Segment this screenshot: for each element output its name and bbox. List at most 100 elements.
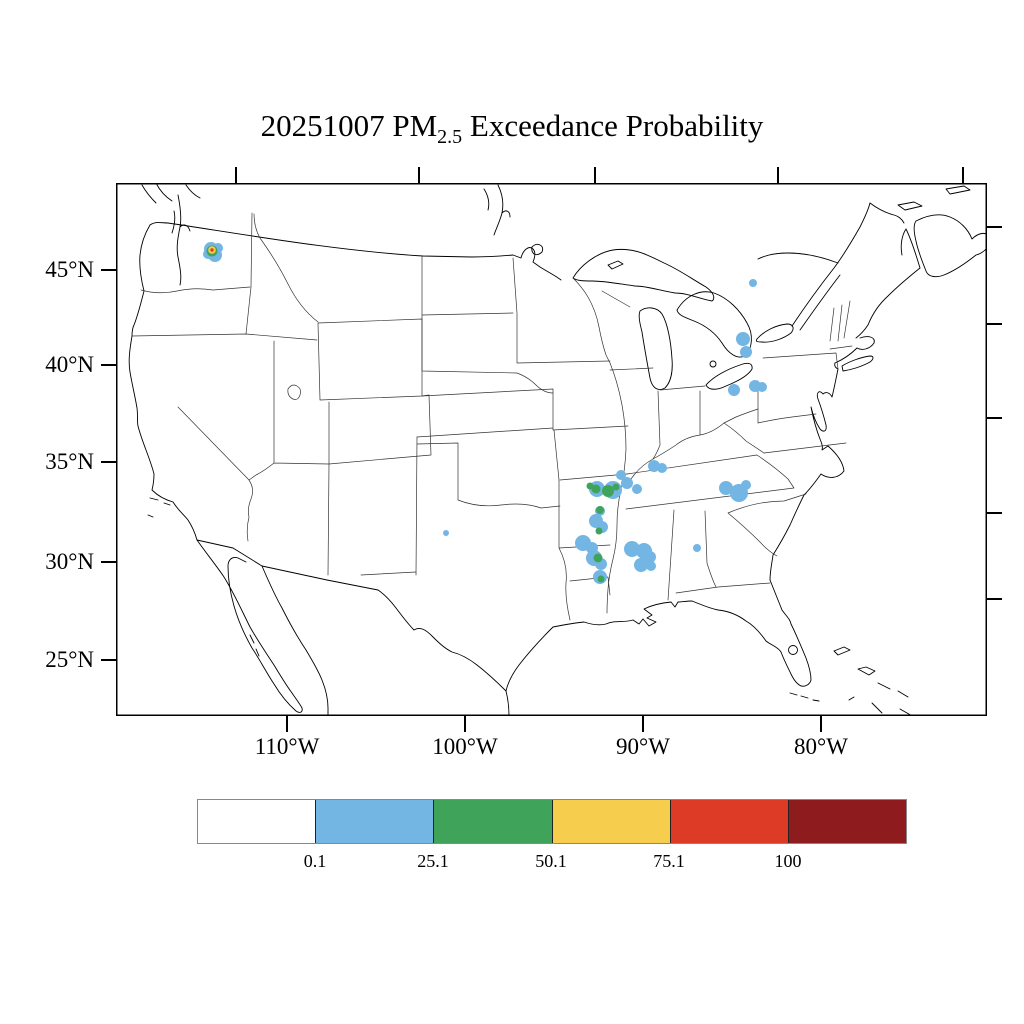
left-tick (101, 659, 116, 661)
border-dakotas (421, 255, 554, 394)
border-ca-nv (177, 406, 253, 542)
lon-tick-label: 80°W (794, 734, 848, 759)
top-tick (418, 167, 420, 183)
top-tick (235, 167, 237, 183)
maine-nb-border (900, 228, 921, 269)
border-wa-or (140, 286, 251, 294)
lat-tick-label: 40°N (45, 352, 94, 377)
lat-tick-label: 35°N (45, 449, 94, 474)
border-il-in-oh (652, 385, 706, 460)
hotspot (624, 541, 640, 557)
title-suffix: Exceedance Probability (462, 108, 764, 143)
hotspot (644, 551, 656, 563)
title-subscript: 2.5 (437, 126, 463, 149)
legend-boundary-label: 0.1 (303, 851, 327, 871)
hotspot (621, 477, 633, 489)
mexico-east-coast (505, 690, 510, 716)
hotspot (749, 279, 757, 287)
lake-st-clair (709, 360, 717, 368)
hotspot (740, 346, 752, 358)
hotspot (693, 544, 701, 552)
lake-michigan (638, 307, 673, 390)
title-prefix: 20251007 PM (260, 108, 438, 143)
hotspot (728, 384, 740, 396)
hotspot (719, 481, 733, 495)
lat-tick-label: 45°N (45, 257, 94, 282)
border-minnesota (512, 257, 611, 364)
hotspots-green (206, 245, 620, 583)
top-tick (962, 167, 964, 183)
border-colorado (328, 394, 432, 465)
border-nm-tx (360, 571, 417, 576)
border-ok-tx (415, 436, 561, 576)
channel-islands (147, 497, 171, 518)
st-lawrence-shore (799, 274, 841, 331)
legend-boundary-label: 25.1 (417, 851, 449, 871)
us-map (116, 183, 987, 716)
page-title: 20251007 PM2.5 Exceedance Probability (0, 108, 1024, 149)
hotspot (596, 506, 604, 514)
map-frame-border (116, 183, 987, 716)
isle-royale (607, 260, 624, 270)
lake-superior (572, 248, 715, 302)
hotspot (616, 470, 626, 480)
lake-erie (705, 362, 753, 390)
hotspot (632, 484, 642, 494)
right-tick (987, 323, 1002, 325)
long-island (841, 355, 874, 372)
border-id-west (245, 212, 253, 335)
legend-bin (787, 800, 907, 843)
legend-boundary-label: 75.1 (653, 851, 685, 871)
lon-tick-label: 100°W (432, 734, 498, 759)
hotspot (443, 530, 449, 536)
hotspot (657, 463, 667, 473)
hotspot (591, 484, 601, 494)
anticosti-island (945, 185, 971, 195)
canada-border (167, 222, 562, 281)
left-tick (101, 269, 116, 271)
legend-bin (433, 800, 552, 843)
hotspots-red (210, 248, 214, 252)
border-new-england (829, 300, 853, 350)
hotspot (757, 382, 767, 392)
bottom-tick (642, 716, 644, 732)
lake-winnipeg (483, 184, 511, 236)
top-tick (594, 167, 596, 183)
mississippi-river (606, 362, 627, 614)
hotspot (597, 575, 605, 583)
right-tick (987, 598, 1002, 600)
border-ks-ne-ia (416, 388, 629, 438)
ohio-river (623, 408, 759, 488)
gulf-islands (249, 634, 260, 657)
gulf-coast (505, 600, 693, 692)
ottawa-river (757, 252, 839, 264)
bottom-tick (464, 716, 466, 732)
legend-boundary-label: 100 (774, 851, 802, 871)
cape-cod (834, 336, 875, 364)
legend-bin (198, 800, 316, 843)
hotspot (646, 561, 656, 571)
hotspot (634, 558, 648, 572)
lake-of-the-woods (531, 243, 544, 256)
lat-tick-label: 30°N (45, 549, 94, 574)
bahamas-cuba (833, 646, 914, 716)
hotspot (648, 460, 660, 472)
lat-tick-label: 25°N (45, 647, 94, 672)
mexico-mainland-coast (261, 565, 329, 716)
great-salt-lake (287, 384, 301, 400)
rio-grande (377, 589, 507, 692)
lake-huron (676, 291, 752, 358)
legend-bin (551, 800, 670, 843)
right-tick (987, 226, 1002, 228)
new-brunswick-coast (869, 202, 905, 224)
mexico-border-west (196, 539, 379, 591)
hotspot (741, 480, 751, 490)
hotspot (593, 553, 603, 563)
hotspot (602, 485, 614, 497)
border-tennessee (625, 454, 795, 510)
atlantic-coast (769, 362, 845, 581)
bottom-tick (286, 716, 288, 732)
border-pennsylvania (757, 352, 839, 424)
exceedance-hotspots (203, 242, 767, 584)
legend-colorbar (197, 799, 907, 844)
